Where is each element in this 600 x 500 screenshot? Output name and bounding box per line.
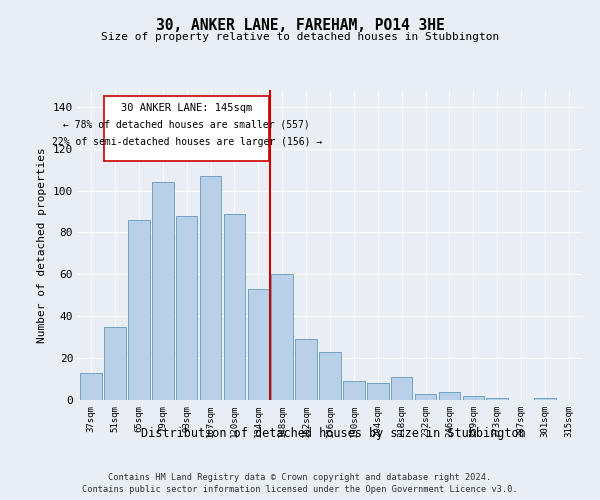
Text: Contains public sector information licensed under the Open Government Licence v3: Contains public sector information licen…: [82, 485, 518, 494]
Text: 22% of semi-detached houses are larger (156) →: 22% of semi-detached houses are larger (…: [52, 138, 322, 147]
Bar: [176, 216, 197, 400]
Bar: [391, 377, 412, 400]
Bar: [367, 383, 389, 400]
Bar: [271, 274, 293, 400]
Bar: [463, 396, 484, 400]
Bar: [415, 394, 436, 400]
Bar: [104, 326, 126, 400]
Text: 30, ANKER LANE, FAREHAM, PO14 3HE: 30, ANKER LANE, FAREHAM, PO14 3HE: [155, 18, 445, 32]
FancyBboxPatch shape: [104, 96, 269, 161]
Bar: [200, 176, 221, 400]
Bar: [487, 398, 508, 400]
Bar: [439, 392, 460, 400]
Y-axis label: Number of detached properties: Number of detached properties: [37, 147, 47, 343]
Text: ← 78% of detached houses are smaller (557): ← 78% of detached houses are smaller (55…: [64, 120, 310, 130]
Bar: [152, 182, 173, 400]
Bar: [295, 340, 317, 400]
Bar: [224, 214, 245, 400]
Bar: [534, 398, 556, 400]
Bar: [128, 220, 149, 400]
Text: Distribution of detached houses by size in Stubbington: Distribution of detached houses by size …: [140, 428, 526, 440]
Text: Contains HM Land Registry data © Crown copyright and database right 2024.: Contains HM Land Registry data © Crown c…: [109, 472, 491, 482]
Text: 30 ANKER LANE: 145sqm: 30 ANKER LANE: 145sqm: [121, 103, 253, 113]
Bar: [248, 289, 269, 400]
Bar: [319, 352, 341, 400]
Text: Size of property relative to detached houses in Stubbington: Size of property relative to detached ho…: [101, 32, 499, 42]
Bar: [80, 373, 102, 400]
Bar: [343, 381, 365, 400]
